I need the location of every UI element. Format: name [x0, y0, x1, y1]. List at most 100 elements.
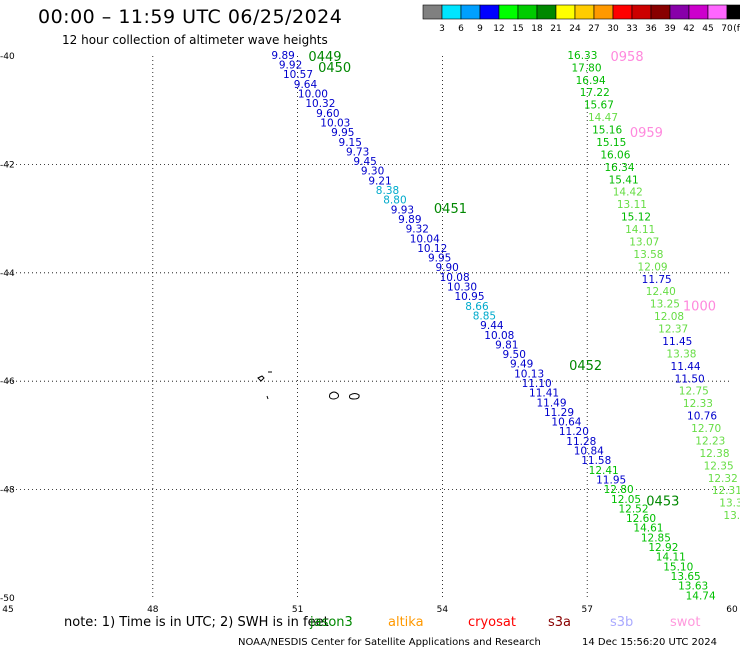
footer-note: note: 1) Time is in UTC; 2) SWH is in fe… — [64, 615, 329, 630]
colorbar-label: 39 — [664, 24, 676, 34]
track-value-label: 15.41 — [609, 174, 639, 186]
colorbar-label: 27 — [588, 24, 599, 34]
track-time-label: 0453 — [646, 494, 679, 509]
track-value-label: 15.10 — [663, 561, 693, 573]
track-value-label: 12.33 — [683, 398, 713, 410]
colorbar-label: 30 — [607, 24, 619, 34]
track-value-label: 12.31 — [712, 485, 740, 497]
track-value-label: 12.23 — [695, 435, 725, 447]
track-value-label: 10.76 — [687, 411, 717, 423]
x-tick-label: 60 — [726, 605, 738, 615]
x-tick-label: 51 — [292, 605, 303, 615]
track-value-label: 14.61 — [633, 523, 663, 535]
track-value-label: 10.12 — [417, 243, 447, 255]
track-value-label: 11.10 — [522, 378, 552, 390]
track-value-label: 15.12 — [621, 212, 651, 224]
track-time-label: 0450 — [318, 61, 351, 76]
island-shape — [329, 391, 339, 400]
satellite-legend-altika: altika — [388, 615, 424, 630]
y-tick-label: -50 — [0, 594, 15, 604]
colorbar-label: 24 — [569, 24, 581, 34]
x-tick-label: 45 — [2, 605, 13, 615]
colorbar-swatch — [669, 4, 690, 20]
track-value-label: 9.45 — [353, 156, 376, 168]
colorbar-swatch — [555, 4, 576, 20]
colorbar-label: 45 — [702, 24, 713, 34]
y-tick-label: -48 — [0, 486, 15, 496]
track-value-label: 9.49 — [510, 359, 533, 371]
track-value-label: 13.3 — [719, 498, 740, 510]
track-value-label: 11.44 — [671, 361, 701, 373]
track-value-label: 11.50 — [675, 373, 705, 385]
track-value-label: 16.34 — [604, 162, 634, 174]
track-value-label: 12.85 — [641, 532, 671, 544]
track-value-label: 11.28 — [566, 436, 596, 448]
track-value-label: 12.75 — [679, 386, 709, 398]
track-time-label: 0449 — [308, 50, 341, 65]
track-value-label: 10.08 — [440, 272, 470, 284]
track-value-label: 9.90 — [435, 262, 458, 274]
track-value-label: 12.40 — [646, 286, 676, 298]
colorbar-label: 9 — [477, 24, 483, 34]
colorbar-swatch — [574, 4, 595, 20]
track-value-label: 16.94 — [576, 75, 606, 87]
track-value-label: 13.3 — [723, 510, 740, 522]
track-value-label: 11.20 — [559, 426, 589, 438]
colorbar-swatch — [498, 4, 519, 20]
track-value-label: 12.41 — [589, 465, 619, 477]
track-value-label: 10.84 — [574, 446, 604, 458]
track-value-label: 14.11 — [656, 552, 686, 564]
y-tick-label: -46 — [0, 377, 15, 387]
x-tick-label: 48 — [147, 605, 159, 615]
track-swot: 16.3317.8016.9417.2215.6714.4715.1615.15… — [567, 50, 740, 522]
colorbar-label: 42 — [683, 24, 694, 34]
track-value-label: 9.93 — [391, 204, 414, 216]
track-value-label: 17.80 — [571, 62, 601, 74]
colorbar-unit: (ft) — [733, 24, 740, 34]
track-value-label: 14.74 — [686, 590, 716, 602]
track-value-label: 14.47 — [588, 112, 618, 124]
track-value-label: 10.04 — [410, 233, 440, 245]
track-value-label: 8.66 — [465, 301, 489, 313]
track-value-label: 11.29 — [544, 407, 574, 419]
colorbar-swatch — [612, 4, 633, 20]
track-value-label: 17.22 — [580, 87, 610, 99]
track-value-label: 11.49 — [536, 397, 566, 409]
track-value-label: 15.15 — [596, 137, 626, 149]
colorbar-label: 70 — [721, 24, 733, 34]
satellite-legend-jason3: jason3 — [309, 615, 353, 630]
colorbar-label: 12 — [493, 24, 504, 34]
track-value-label: 12.92 — [648, 542, 678, 554]
colorbar-swatch — [593, 4, 614, 20]
chart-subtitle: 12 hour collection of altimeter wave hei… — [62, 33, 328, 47]
track-value-label: 10.32 — [305, 98, 335, 110]
track-value-label: 12.08 — [654, 311, 684, 323]
track-value-label: 15.67 — [584, 100, 614, 112]
track-value-label: 9.95 — [331, 127, 354, 139]
track-value-label: 10.57 — [283, 69, 313, 81]
track-value-label: 14.42 — [613, 187, 643, 199]
track-value-label: 8.85 — [473, 310, 496, 322]
track-value-label: 12.35 — [704, 460, 734, 472]
island-outlines — [257, 371, 360, 400]
track-value-label: 10.95 — [454, 291, 484, 303]
track-value-label: 9.15 — [339, 137, 362, 149]
track-value-label: 9.50 — [503, 349, 526, 361]
island-shape — [257, 375, 265, 382]
track-value-label: 16.33 — [567, 50, 597, 62]
track-value-label: 12.32 — [708, 473, 738, 485]
x-tick-label: 54 — [437, 605, 449, 615]
track-value-label: 14.11 — [625, 224, 655, 236]
colorbar-label: 15 — [512, 24, 523, 34]
track-value-label: 9.73 — [346, 146, 369, 158]
track-value-label: 16.06 — [600, 149, 630, 161]
colorbar-swatch — [441, 4, 462, 20]
track-value-label: 9.64 — [294, 79, 318, 91]
colorbar-label: 3 — [439, 24, 445, 34]
track-value-label: 15.16 — [592, 125, 622, 137]
island-shape — [349, 393, 360, 400]
track-value-label: 9.89 — [398, 214, 421, 226]
